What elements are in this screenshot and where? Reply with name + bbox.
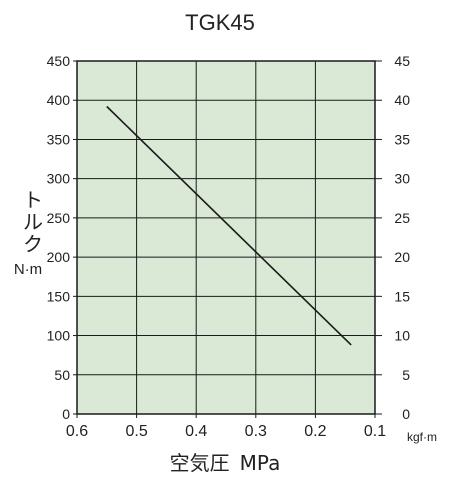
y2-tick-label: 45 [394,53,410,69]
y-axis-label: ト ル ク N·m [14,188,43,278]
y-tick-label: 400 [47,92,71,108]
y2-tick-label: 35 [394,131,410,147]
y-tick-label: 50 [54,367,70,383]
x-tick-label: 0.2 [304,423,326,440]
y2-tick-label: 15 [394,288,410,304]
y2-tick-label: 10 [394,328,410,344]
y-tick-label: 450 [47,53,71,69]
y2-tick-label: 0 [402,406,410,422]
y-axis-label-char: ル [23,210,43,234]
grid-lines [77,61,375,414]
y2-tick-label: 20 [394,249,410,265]
right-y-axis: 0 5 10 15 20 25 30 35 40 45 [375,53,410,422]
torque-line [106,105,352,346]
x-tick-label: 0.4 [185,423,207,440]
y-axis-label-char: ト [23,188,43,212]
plot-area [76,60,376,415]
chart-title: TGK45 [185,10,255,35]
y2-tick-label: 30 [394,171,410,187]
y2-tick-label: 25 [394,210,410,226]
y-tick-label: 200 [47,249,71,265]
y-axis-unit: N·m [14,261,42,278]
x-tick-label: 0.6 [66,423,88,440]
y2-axis-unit: kgf·m [407,430,437,444]
y-tick-label: 250 [47,210,71,226]
left-y-axis: 0 50 100 150 200 250 300 350 400 450 [47,53,77,422]
y-tick-label: 350 [47,131,71,147]
x-axis: 0.6 0.5 0.4 0.3 0.2 0.1 [66,414,386,440]
y2-tick-label: 40 [394,92,410,108]
data-series [106,105,352,346]
y-axis-label-char: ク [23,232,43,256]
x-tick-label: 0.1 [364,423,386,440]
y-tick-label: 100 [47,328,71,344]
y-tick-label: 0 [62,406,70,422]
x-tick-label: 0.3 [245,423,267,440]
x-axis-label: 空気圧 MPa [170,451,281,475]
x-tick-label: 0.5 [125,423,147,440]
y-tick-label: 300 [47,171,71,187]
y-tick-label: 150 [47,288,71,304]
y2-tick-label: 5 [402,367,410,383]
